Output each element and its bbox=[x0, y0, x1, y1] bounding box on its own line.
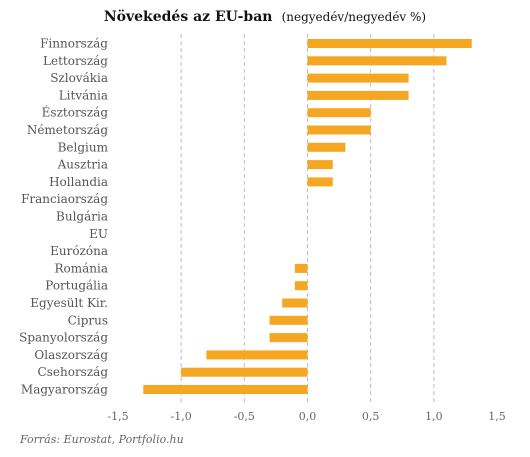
chart-subtitle: (negyedév/negyedév %) bbox=[281, 10, 427, 24]
bar bbox=[269, 315, 308, 325]
category-label: Portugália bbox=[45, 279, 108, 293]
bar bbox=[294, 263, 308, 273]
bar bbox=[143, 385, 308, 394]
category-label: Spanyolország bbox=[19, 331, 108, 345]
x-tick-label: -0,5 bbox=[234, 410, 255, 423]
category-label: Ciprus bbox=[68, 313, 108, 327]
category-label: Hollandia bbox=[49, 175, 108, 189]
category-label: Eurózóna bbox=[50, 244, 108, 258]
bar bbox=[206, 350, 308, 360]
bar bbox=[294, 281, 308, 291]
category-label: Bulgária bbox=[56, 210, 108, 224]
category-label: Szlovákia bbox=[50, 71, 108, 85]
category-label: Finnország bbox=[40, 37, 108, 51]
bar bbox=[307, 160, 333, 170]
bar bbox=[307, 56, 447, 66]
category-label: Belgium bbox=[58, 140, 109, 154]
bar bbox=[307, 125, 371, 135]
chart-title: Növekedés az EU-ban bbox=[103, 9, 273, 25]
bar bbox=[307, 142, 346, 152]
category-label: Németország bbox=[27, 123, 109, 137]
bar bbox=[307, 39, 472, 48]
category-label: Franciaország bbox=[21, 192, 108, 206]
category-label: Olaszország bbox=[34, 348, 108, 362]
bar bbox=[307, 108, 371, 118]
category-label: Ausztria bbox=[57, 158, 108, 172]
chart-title-block: Növekedés az EU-ban (negyedév/negyedév %… bbox=[0, 6, 530, 25]
bar bbox=[181, 367, 308, 377]
x-tick-label: 0,5 bbox=[362, 410, 380, 423]
source-note: Forrás: Eurostat, Portfolio.hu bbox=[20, 433, 184, 446]
category-label: Magyarország bbox=[21, 383, 108, 397]
bar bbox=[307, 177, 333, 187]
bar bbox=[307, 73, 409, 83]
category-label: Észtország bbox=[42, 105, 109, 120]
category-label: Lettország bbox=[43, 54, 108, 68]
bar bbox=[307, 90, 409, 100]
x-tick-label: -1,5 bbox=[107, 410, 128, 423]
x-tick-label: -1,0 bbox=[171, 410, 192, 423]
category-label: Egyesült Kir. bbox=[30, 296, 108, 310]
x-tick-label: 0,0 bbox=[299, 410, 317, 423]
category-label: Románia bbox=[54, 261, 108, 275]
x-tick-label: 1,0 bbox=[425, 410, 443, 423]
category-label: Csehország bbox=[38, 365, 109, 379]
x-tick-label: 1,5 bbox=[488, 410, 506, 423]
bar bbox=[269, 333, 308, 343]
category-label: Litvánia bbox=[59, 88, 108, 102]
category-label: EU bbox=[89, 227, 108, 241]
bar bbox=[282, 298, 308, 308]
